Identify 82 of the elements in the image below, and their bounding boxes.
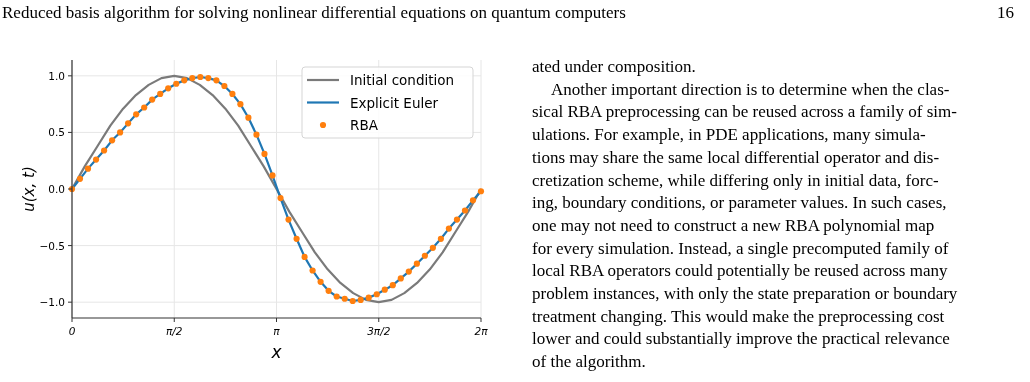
point bbox=[261, 150, 268, 157]
point bbox=[269, 172, 276, 179]
text: ing, boundary conditions, or parameter values. In such cases, bbox=[532, 193, 947, 213]
point bbox=[205, 75, 212, 82]
y-tick-label: 0.0 bbox=[48, 183, 65, 195]
x-axis-title: x bbox=[270, 342, 283, 362]
text: ulations. For example, in PDE applications, many simula- bbox=[532, 125, 927, 145]
point bbox=[381, 286, 388, 293]
point bbox=[76, 175, 84, 182]
point bbox=[181, 77, 188, 84]
point bbox=[141, 104, 148, 111]
point bbox=[245, 114, 252, 121]
point bbox=[453, 216, 461, 223]
point bbox=[405, 268, 412, 275]
point bbox=[101, 147, 108, 154]
point bbox=[445, 225, 452, 232]
point bbox=[173, 80, 180, 87]
text: of the algorithm. bbox=[532, 352, 646, 372]
point bbox=[309, 267, 316, 274]
legend-label: RBA bbox=[350, 117, 379, 133]
text: local RBA operators could potentially be reused across many bbox=[532, 261, 948, 281]
y-tick-label: −1.0 bbox=[39, 296, 65, 309]
text: 16 bbox=[997, 3, 1014, 22]
x-tick-label: 2π bbox=[474, 325, 489, 337]
text: treatment changing. This would make the preprocessing cost bbox=[532, 306, 945, 326]
point bbox=[237, 101, 244, 108]
point bbox=[84, 165, 92, 172]
point bbox=[213, 77, 220, 84]
point bbox=[421, 252, 428, 259]
point bbox=[109, 137, 116, 144]
point bbox=[165, 85, 172, 92]
point bbox=[253, 131, 260, 138]
point bbox=[157, 90, 164, 98]
text: for every simulation. Instead, a single precomputed family of bbox=[532, 238, 949, 258]
point bbox=[429, 244, 436, 251]
point bbox=[477, 188, 485, 195]
point bbox=[397, 275, 404, 282]
point bbox=[357, 296, 364, 303]
point bbox=[125, 120, 132, 127]
legend-label: Explicit Euler bbox=[350, 94, 439, 111]
text: ated under composition. bbox=[532, 57, 696, 76]
text: tions may share the same local differential operator and dis- bbox=[532, 147, 940, 167]
text: Reduced basis algorithm for solving nonlinear differential equations on quantum computers bbox=[2, 3, 626, 22]
point bbox=[365, 294, 372, 301]
point bbox=[229, 90, 236, 98]
point bbox=[333, 293, 340, 300]
text: sical RBA preprocessing can be reused across a family of sim- bbox=[532, 102, 958, 122]
point bbox=[277, 194, 284, 202]
point bbox=[285, 216, 292, 223]
point bbox=[197, 73, 204, 81]
point bbox=[133, 111, 140, 118]
text: cretization scheme, while differing only in initial data, forc- bbox=[532, 170, 939, 190]
point bbox=[325, 287, 332, 294]
point bbox=[389, 282, 396, 289]
x-tick-label: 3π/2 bbox=[367, 325, 391, 337]
point bbox=[301, 253, 308, 260]
y-tick-label: 1.0 bbox=[48, 69, 65, 82]
point bbox=[92, 156, 100, 163]
legend-label: Initial condition bbox=[350, 72, 455, 88]
point bbox=[437, 235, 444, 242]
x-tick-label: π/2 bbox=[165, 325, 183, 337]
point bbox=[189, 75, 196, 82]
text: one may not need to construct a new RBA polynomial map bbox=[532, 215, 935, 235]
y-tick-label: 0.5 bbox=[48, 126, 65, 139]
point bbox=[349, 297, 356, 305]
point bbox=[341, 295, 348, 302]
text: problem instances, with only the state preparation or boundary bbox=[532, 284, 958, 303]
text: lower and could substantially improve the practical relevance bbox=[532, 329, 950, 349]
point bbox=[373, 291, 380, 298]
x-tick-label: 0 bbox=[68, 325, 76, 337]
point bbox=[469, 197, 477, 204]
text: Another important direction is to determine when the clas- bbox=[551, 79, 950, 99]
point bbox=[221, 82, 228, 90]
point bbox=[293, 235, 300, 242]
point bbox=[413, 260, 420, 267]
x-tick-label: π bbox=[273, 325, 281, 337]
point bbox=[461, 207, 469, 214]
point bbox=[149, 96, 156, 103]
y-axis-title: u(x, t) bbox=[20, 166, 38, 212]
point bbox=[117, 129, 124, 136]
point bbox=[317, 278, 324, 285]
y-tick-label: −0.5 bbox=[39, 239, 65, 252]
